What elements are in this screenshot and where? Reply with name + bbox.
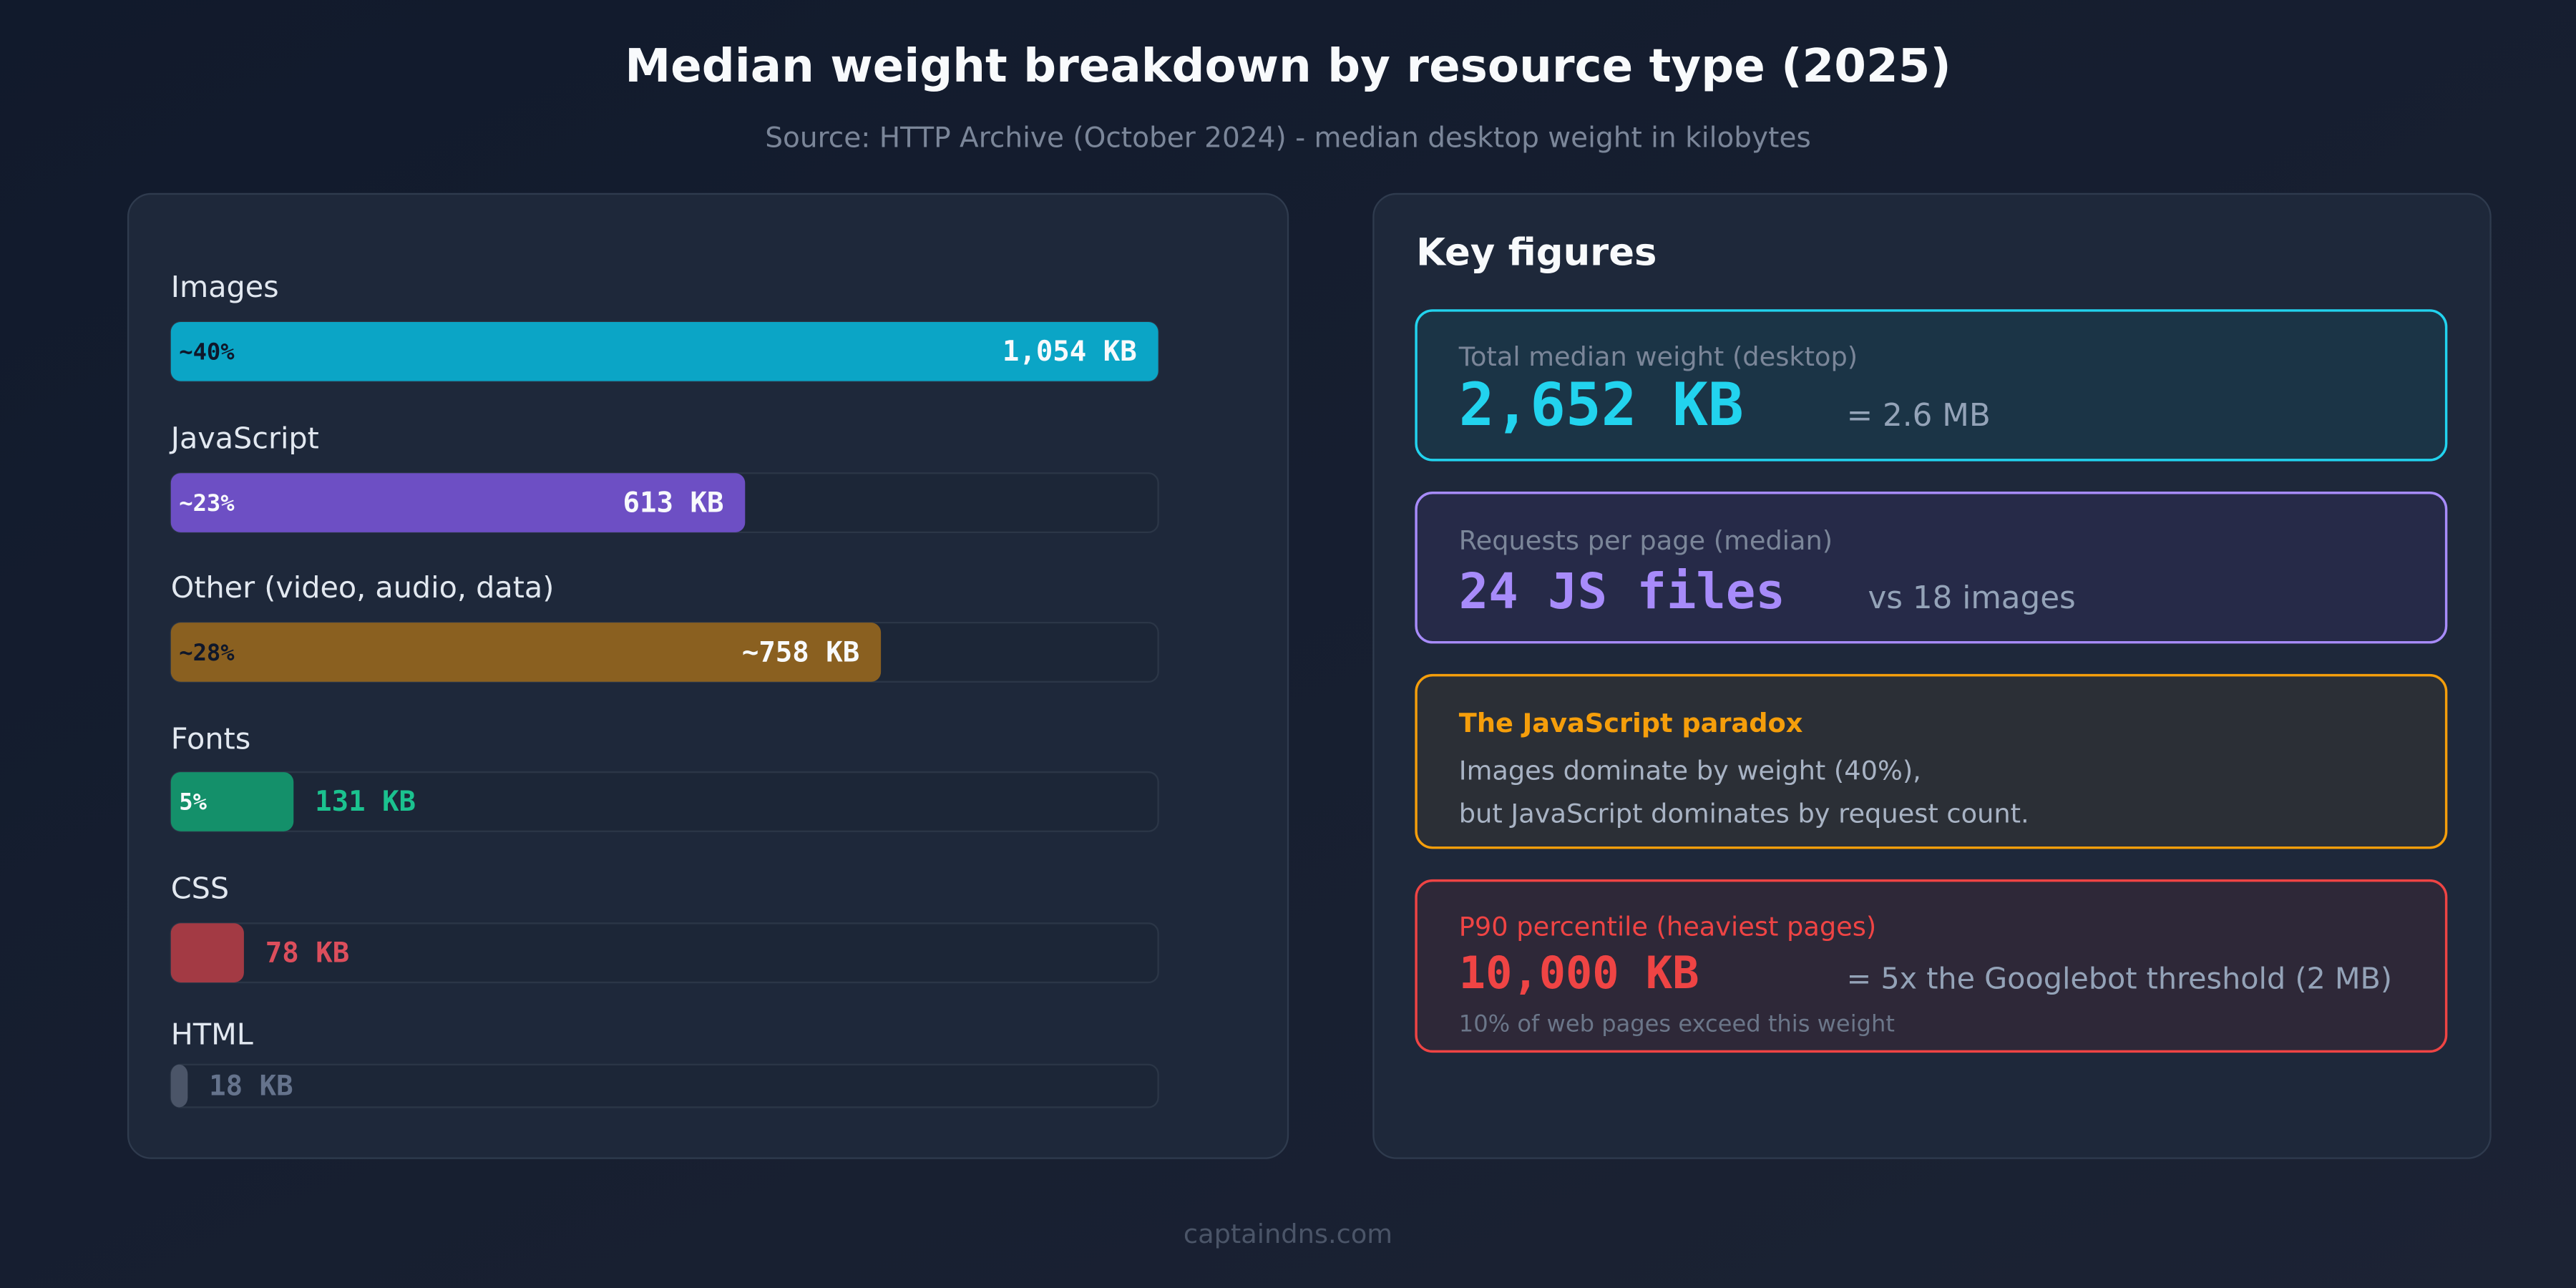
bar: [170, 772, 294, 831]
category-label: Images: [171, 270, 279, 304]
card-note: = 2.6 MB: [1847, 398, 1991, 434]
card-label: The JavaScript paradox: [1459, 708, 1803, 738]
bar: [170, 473, 746, 532]
value-label: 18 KB: [209, 1070, 293, 1102]
card-label: Total median weight (desktop): [1458, 341, 1858, 372]
chart-subtitle: Source: HTTP Archive (October 2024) - me…: [765, 122, 1811, 155]
card-label: Requests per page (median): [1459, 525, 1833, 556]
card-label: P90 percentile (heaviest pages): [1459, 912, 1876, 942]
bar: [170, 322, 1158, 381]
value-label: 613 KB: [623, 487, 724, 519]
bar: [170, 1064, 188, 1108]
bar: [170, 623, 882, 682]
card-text: but JavaScript dominates by request coun…: [1459, 798, 2029, 829]
card-text: Images dominate by weight (40%),: [1459, 756, 1921, 786]
card-note: vs 18 images: [1868, 580, 2075, 616]
card-value: 2,652 KB: [1459, 371, 1744, 439]
category-label: HTML: [171, 1018, 253, 1052]
category-label: Other (video, audio, data): [171, 570, 555, 605]
category-label: CSS: [171, 871, 229, 905]
bar-group: Images ~40% 1,054 KB JavaScript ~23% 613 KB Ot…: [169, 270, 1159, 1108]
card-value: 24 JS files: [1459, 563, 1785, 620]
card: [1415, 673, 2448, 849]
share-label: ~40%: [179, 338, 235, 366]
card: [1415, 879, 2448, 1053]
card-footnote: 10% of web pages exceed this weight: [1459, 1010, 1895, 1038]
card: [1415, 492, 2448, 644]
card: [1415, 309, 2448, 462]
bar: [170, 923, 244, 982]
category-label: Fonts: [171, 721, 250, 756]
value-label: 78 KB: [265, 937, 349, 969]
share-label: ~23%: [179, 489, 235, 517]
category-label: JavaScript: [169, 421, 319, 455]
chart-title: Median weight breakdown by resource type…: [625, 39, 1951, 93]
bar-track: [170, 1063, 1159, 1108]
value-label: 1,054 KB: [1002, 336, 1137, 368]
panel-title: Key figures: [1416, 231, 1657, 275]
card-note: = 5x the Googlebot threshold (2 MB): [1847, 962, 2392, 996]
card-value: 10,000 KB: [1459, 947, 1699, 999]
value-label: 131 KB: [315, 786, 416, 818]
value-label: ~758 KB: [742, 636, 859, 668]
share-label: ~28%: [179, 639, 235, 666]
footer: captaindns.com: [1184, 1219, 1392, 1249]
share-label: 5%: [179, 789, 207, 816]
